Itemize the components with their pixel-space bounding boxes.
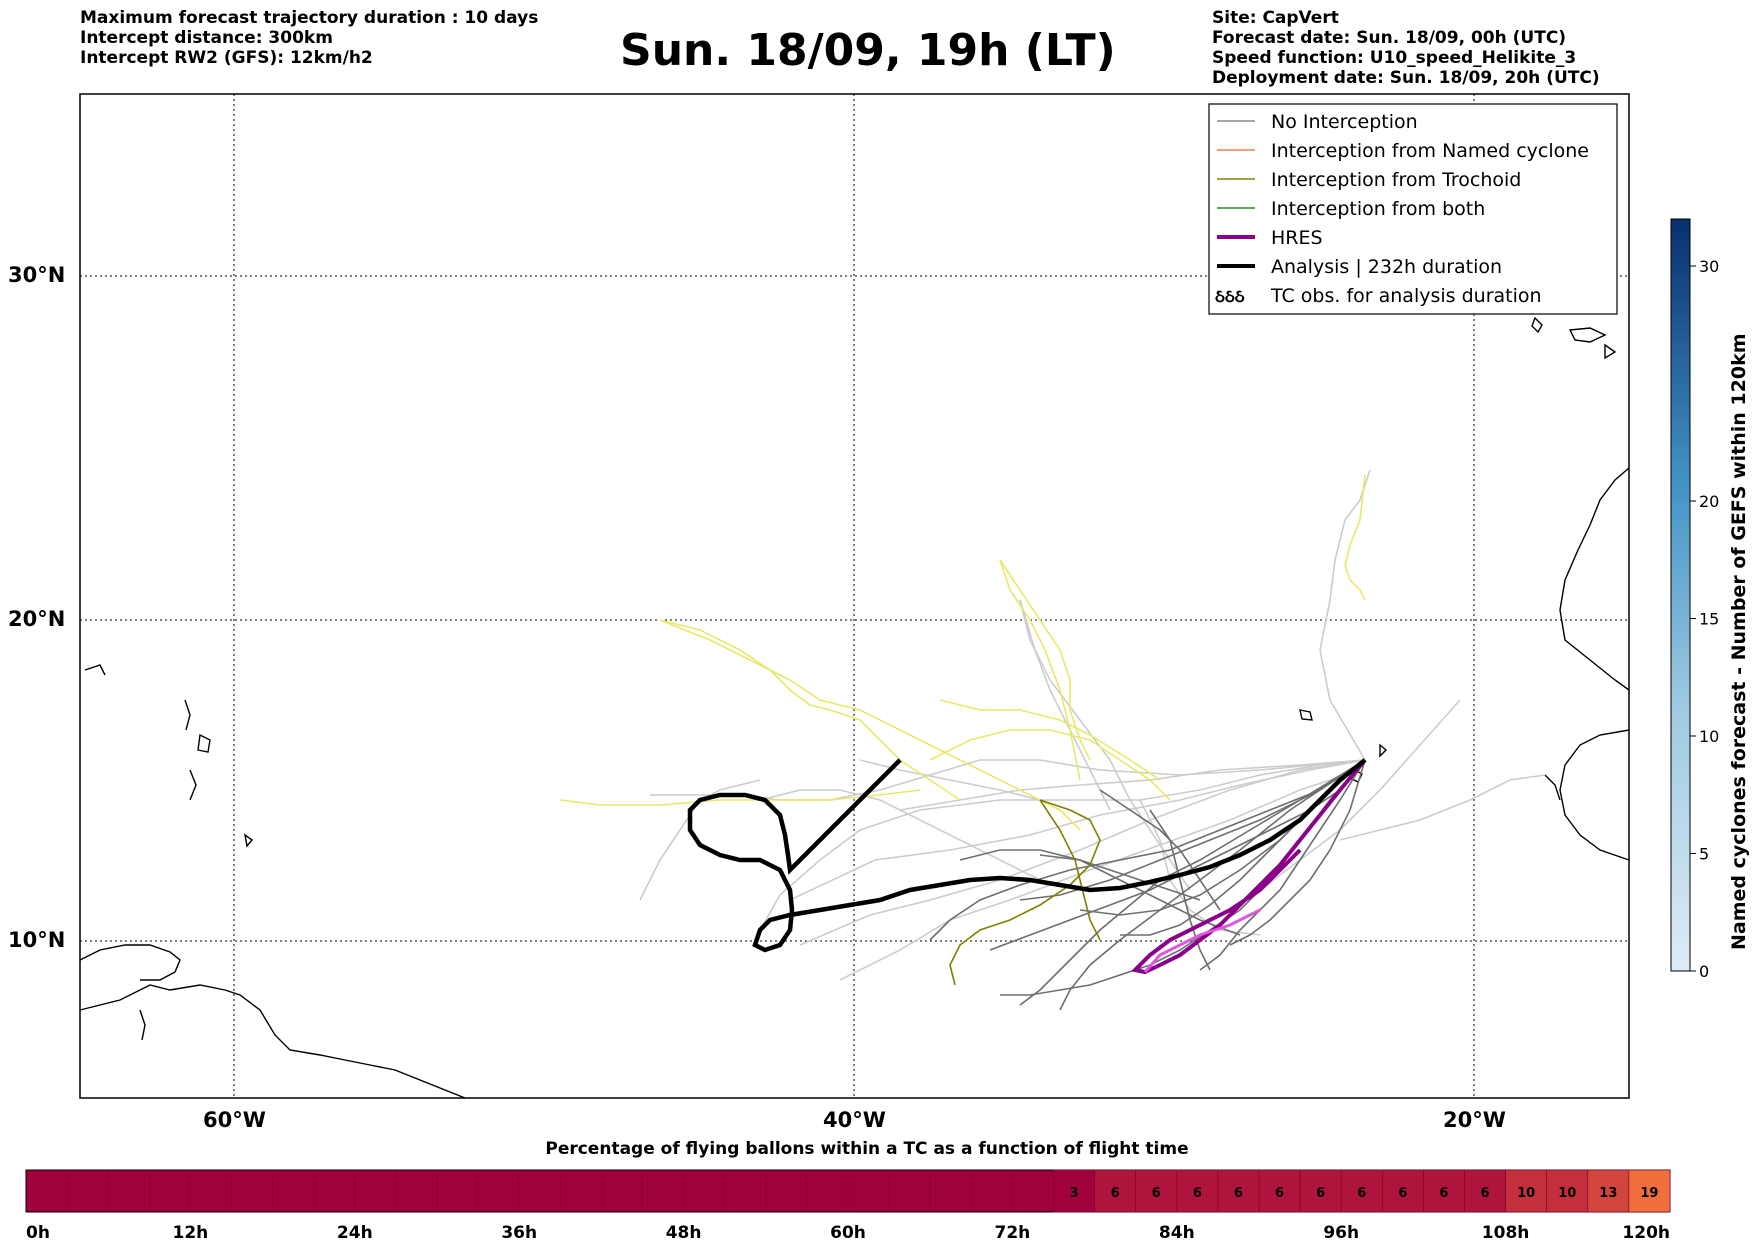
trochoid-trajectories: [949, 799, 1101, 986]
lat-label-10n: 10°N: [8, 928, 66, 952]
time-bar-tick-label: 120h: [1622, 1223, 1670, 1241]
time-bar-cell: [1094, 1169, 1136, 1213]
time-bar-cell-value: 3: [1070, 1186, 1079, 1201]
time-bar-cell: [1546, 1169, 1589, 1213]
legend-label: No Interception: [1271, 111, 1418, 133]
svg-text:ઠઠઠ: ઠઠઠ: [1215, 287, 1245, 307]
colorbar-tick-label: 15: [1699, 610, 1719, 629]
legend-label: Interception from Named cyclone: [1271, 140, 1589, 162]
lon-label-20w: 20°W: [1443, 1108, 1506, 1132]
time-bar-cell-value: 10: [1517, 1186, 1535, 1201]
colorbar-ticks: 0 5 10 15 20 30: [1690, 257, 1719, 981]
legend-label: HRES: [1271, 227, 1323, 249]
hres-trajectory: [1130, 758, 1367, 975]
colorbar-title: Named cyclones forecast - Number of GEFS…: [1728, 333, 1750, 950]
time-bar-caption: Percentage of flying ballons within a TC…: [545, 1139, 1189, 1159]
header-info-left: Maximum forecast trajectory duration : 1…: [80, 8, 538, 68]
time-bar-tick-label: 60h: [830, 1223, 866, 1241]
time-bar-cell: [1258, 1169, 1301, 1213]
time-bar-tick-label: 24h: [337, 1223, 373, 1241]
time-bar-cell: [1423, 1169, 1465, 1213]
time-bar-cell-value: 6: [1275, 1186, 1284, 1201]
time-bar-cell-value: 6: [1398, 1186, 1407, 1201]
time-bar-cell: [1135, 1169, 1178, 1213]
time-bar-cell: [1464, 1169, 1506, 1213]
time-bar-tick-label: 36h: [501, 1223, 537, 1241]
speed-function-text: Speed function: U10_speed_Helikite_3: [1212, 48, 1577, 68]
lat-label-30n: 30°N: [8, 263, 66, 287]
deployment-date-text: Deployment date: Sun. 18/09, 20h (UTC): [1212, 68, 1600, 88]
intercept-distance-text: Intercept distance: 300km: [80, 28, 333, 48]
time-bar-cell: [1628, 1169, 1671, 1213]
time-bar-cell: [1382, 1169, 1424, 1213]
lat-label-20n: 20°N: [8, 607, 66, 631]
coastlines: [79, 316, 1630, 1099]
site-text: Site: CapVert: [1212, 8, 1339, 28]
time-bar-cell: [1053, 1169, 1095, 1213]
colorbar-tick-label: 0: [1699, 962, 1709, 981]
gefs-trajectories-yellow: [559, 474, 1366, 831]
time-bar-cell: [1505, 1169, 1547, 1213]
time-bar-cells: 3 6 6 6 6 6 6 6 6 6 6 10 10 13 19: [66, 1169, 1671, 1213]
colorbar-tick-label: 30: [1699, 257, 1719, 276]
time-bar-cell-value: 13: [1599, 1186, 1617, 1201]
time-bar-cell-value: 6: [1316, 1186, 1325, 1201]
time-bar-cell-value: 6: [1111, 1186, 1120, 1201]
time-bar-cell-value: 10: [1558, 1186, 1576, 1201]
colorbar-tick-label: 10: [1699, 727, 1719, 746]
lon-label-60w: 60°W: [203, 1108, 266, 1132]
time-bar-tick-label: 72h: [995, 1223, 1031, 1241]
time-bar-cell-value: 6: [1234, 1186, 1243, 1201]
colorbar-tick-label: 20: [1699, 492, 1719, 511]
time-bar-cell-value: 6: [1481, 1186, 1490, 1201]
time-bar-cell-value: 6: [1193, 1186, 1202, 1201]
time-bar-tick-label: 12h: [173, 1223, 209, 1241]
header-info-right: Site: CapVert Forecast date: Sun. 18/09,…: [1212, 8, 1600, 88]
intercept-rw2-text: Intercept RW2 (GFS): 12km/h2: [80, 48, 373, 68]
cyclone-colorbar: 0 5 10 15 20 30: [1670, 218, 1719, 981]
time-bar-tick-label: 0h: [26, 1223, 50, 1241]
colorbar-tick-label: 5: [1699, 845, 1709, 864]
hres-trajectory-highlight: [1143, 908, 1261, 973]
time-bar-cell: [1176, 1169, 1219, 1213]
max-duration-text: Maximum forecast trajectory duration : 1…: [80, 8, 539, 28]
forecast-date-text: Forecast date: Sun. 18/09, 00h (UTC): [1212, 28, 1567, 48]
time-bar-tick-label: 84h: [1159, 1223, 1195, 1241]
gefs-trajectories-light: [639, 469, 1546, 981]
time-bar-cell-value: 19: [1640, 1186, 1658, 1201]
legend-label: Analysis | 232h duration: [1271, 256, 1502, 278]
map-frame: [79, 93, 1630, 1099]
time-bar-cell-value: 6: [1357, 1186, 1366, 1201]
time-bar-tick-label: 96h: [1323, 1223, 1359, 1241]
legend-label: TC obs. for analysis duration: [1270, 285, 1542, 307]
time-bar-cell: [1587, 1169, 1630, 1213]
time-bar-ticks: 0h 12h 24h 36h 48h 60h 72h 84h 96h 108h 120h: [26, 1223, 1670, 1241]
time-bar-tick-label: 48h: [666, 1223, 702, 1241]
time-bar-cell-value: 6: [1439, 1186, 1448, 1201]
time-bar: 3 6 6 6 6 6 6 6 6 6 6 10 10 13 19 0h 12h 24h 36h 48h 60h 72h…: [25, 1169, 1671, 1241]
time-bar-cell: [1340, 1169, 1383, 1213]
time-bar-cell: [1217, 1169, 1260, 1213]
cyclone-symbol-icon: ઠઠઠ: [1215, 287, 1245, 307]
time-bar-cell-value: 6: [1152, 1186, 1161, 1201]
legend-label: Interception from Trochoid: [1271, 169, 1521, 191]
time-bar-tick-label: 108h: [1482, 1223, 1530, 1241]
time-bar-cell: [1299, 1169, 1342, 1213]
lon-label-40w: 40°W: [823, 1108, 886, 1132]
page-title: Sun. 18/09, 19h (LT): [620, 25, 1116, 76]
legend: ઠઠઠ No Interception Interception from Na…: [1208, 103, 1618, 315]
analysis-trajectory: [687, 758, 1367, 953]
legend-label: Interception from both: [1271, 198, 1485, 220]
